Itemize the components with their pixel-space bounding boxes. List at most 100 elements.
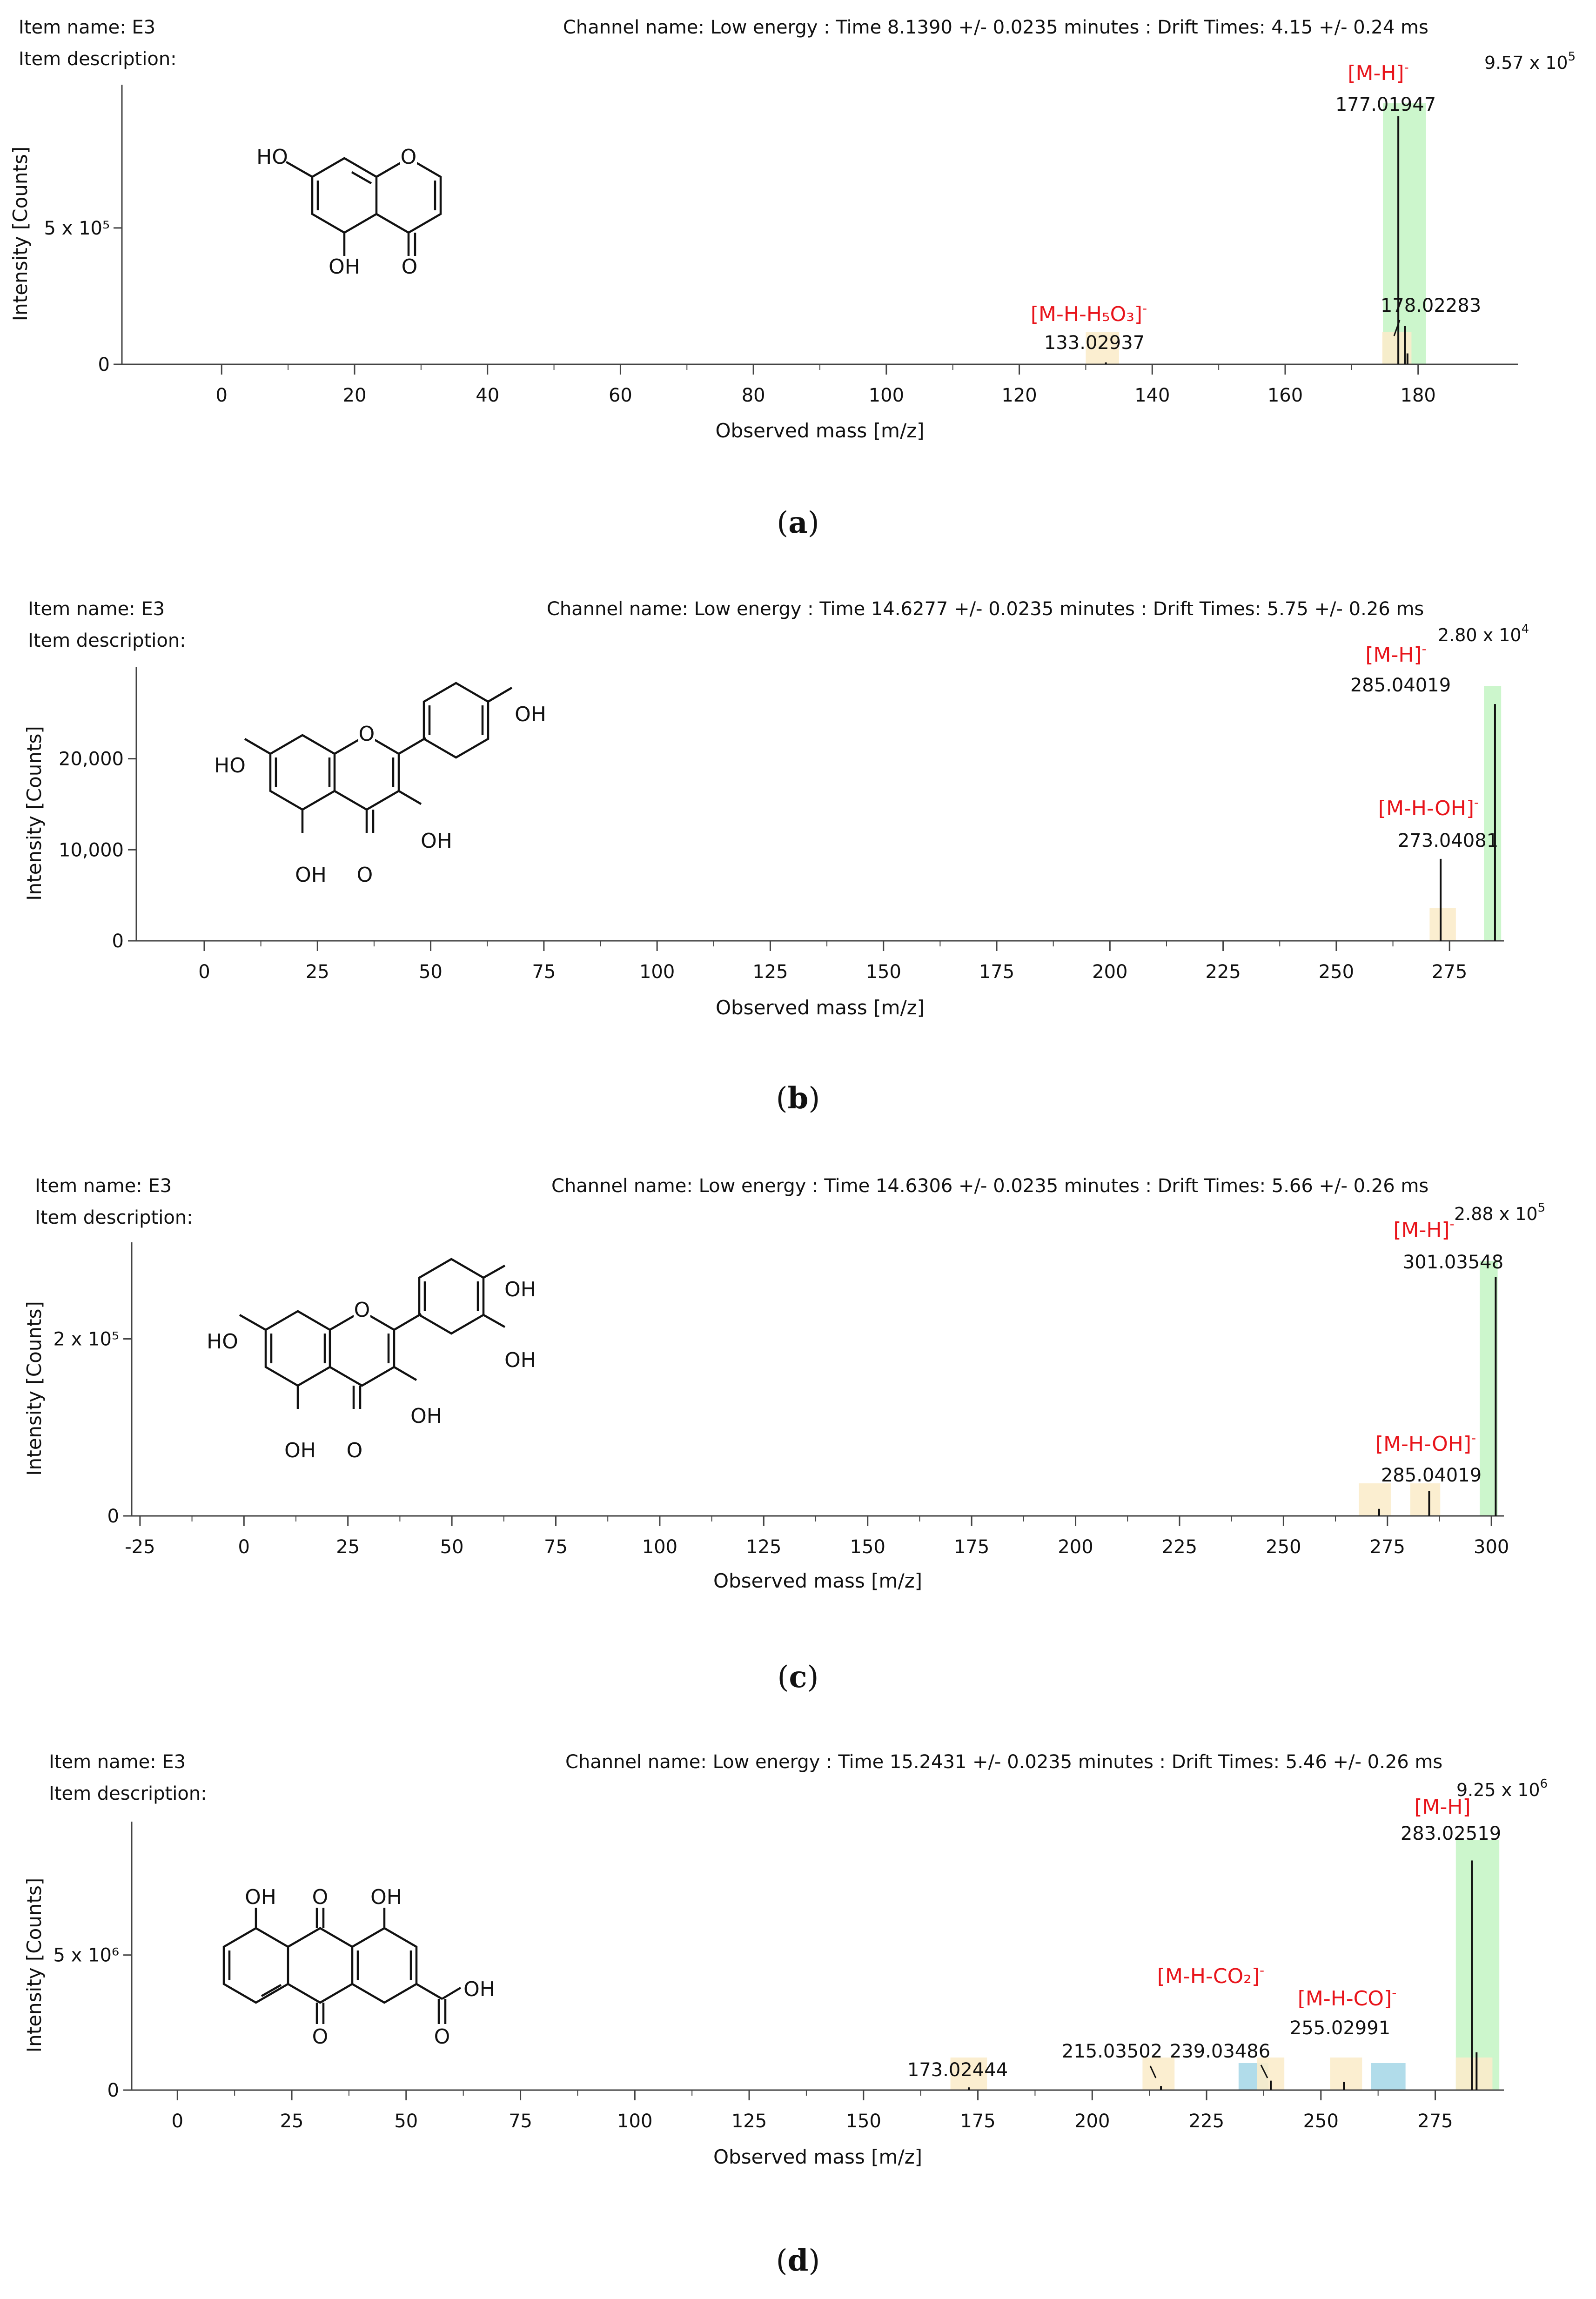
panel-caption: (d) <box>776 2243 820 2278</box>
ion-label: [M-H-CO₂]- <box>1157 1963 1264 1988</box>
ion-label: [M-H]- <box>1348 60 1408 85</box>
leader-line <box>1260 2064 1268 2078</box>
leader-line <box>1149 2065 1157 2078</box>
peak-highlight-green <box>1455 1840 1500 2090</box>
y-axis-title: Intensity [Counts] <box>23 1878 46 2053</box>
peak-mass-label: 255.02991 <box>1290 2017 1390 2039</box>
peak-mass-label: 239.03486 <box>1170 2041 1270 2062</box>
scale-label: 9.57 x 105 <box>1484 50 1576 73</box>
y-tick-label: 0 <box>107 2080 119 2101</box>
x-tick-label: 180 <box>1401 385 1436 406</box>
peak-highlight-beige <box>1142 2058 1175 2090</box>
molecule-structure: O HO OH O <box>256 145 442 279</box>
x-tick-label: 50 <box>440 1536 464 1558</box>
x-axis-title: Observed mass [m/z] <box>713 1569 922 1592</box>
y-tick-label: 0 <box>98 354 110 375</box>
item-name: Item name: E3 <box>19 17 155 38</box>
peak-highlight-beige <box>1086 332 1119 364</box>
spectrum-chart: 0 25 50 75 100 125 150 175 200 225 250 275 0 10,000 20… <box>23 667 1504 1019</box>
channel-info: Channel name: Low energy : Time 14.6306 … <box>551 1175 1428 1197</box>
keto-oxygen: O <box>312 1885 329 1909</box>
x-tick-label: 275 <box>1370 1536 1405 1558</box>
x-tick-label: 250 <box>1266 1536 1301 1558</box>
keto-oxygen: O <box>357 863 373 887</box>
item-description: Item description: <box>35 1207 193 1228</box>
x-tick-label: 160 <box>1267 385 1303 406</box>
molecule-structure: OH O OH O OH O <box>222 1885 495 2049</box>
peak-mass-label: 177.01947 <box>1335 94 1436 115</box>
leader-line <box>1393 320 1401 336</box>
hydroxyl-label: OH <box>284 1439 316 1462</box>
peak-mass-label: 285.04019 <box>1350 675 1451 696</box>
hydroxyl-label: OH <box>504 1278 536 1301</box>
x-tick-label: 175 <box>979 961 1014 983</box>
x-tick-label: 50 <box>394 2111 418 2132</box>
ion-label: [M-H] <box>1414 1795 1470 1819</box>
ring-oxygen: O <box>359 722 375 746</box>
item-description: Item description: <box>19 48 177 70</box>
hydroxyl-label: OH <box>295 863 327 887</box>
item-name: Item name: E3 <box>28 598 165 620</box>
y-tick-label: 5 x 10⁶ <box>54 1945 119 1966</box>
peak-highlight-green <box>1484 686 1502 941</box>
x-tick-label: 275 <box>1432 961 1467 983</box>
x-tick-label: 25 <box>336 1536 360 1558</box>
peak-mass-label: 283.02519 <box>1401 1823 1501 1844</box>
x-tick-label: -25 <box>125 1536 155 1558</box>
peak-highlight-beige <box>1410 1483 1441 1516</box>
peak-highlight-blue <box>1371 2063 1406 2090</box>
hydroxyl-label: HO <box>214 754 246 778</box>
keto-oxygen: O <box>402 255 418 279</box>
channel-info: Channel name: Low energy : Time 15.2431 … <box>565 1751 1442 1773</box>
x-tick-label: 300 <box>1474 1536 1509 1558</box>
panel-d: Item name: E3 Item description: Channel … <box>23 1751 1548 2278</box>
peak-highlight-beige <box>1429 908 1456 941</box>
ring-oxygen: O <box>354 1298 370 1322</box>
molecule-structure: O HO OH O OH OH OH <box>207 1258 536 1462</box>
panel-a: Item name: E3 Item description: Channel … <box>9 17 1576 540</box>
x-tick-label: 125 <box>731 2111 767 2132</box>
ion-label: [M-H-OH]- <box>1378 795 1479 820</box>
x-tick-label: 200 <box>1074 2111 1110 2132</box>
hydroxyl-label: OH <box>245 1885 276 1909</box>
hydroxyl-label: OH <box>515 703 546 726</box>
panel-caption: (b) <box>776 1081 820 1116</box>
hydroxyl-label: OH <box>370 1885 402 1909</box>
hydroxyl-label: OH <box>421 829 452 853</box>
channel-info: Channel name: Low energy : Time 8.1390 +… <box>563 17 1428 38</box>
x-tick-label: 125 <box>752 961 788 983</box>
panel-c: Item name: E3 Item description: Channel … <box>23 1175 1545 1695</box>
y-tick-label: 20,000 <box>59 749 124 770</box>
hydroxyl-label: OH <box>329 255 360 279</box>
peak-highlight-beige <box>950 2058 987 2090</box>
ion-label: [M-H]- <box>1393 1216 1454 1242</box>
peak-mass-label: 285.04019 <box>1381 1465 1482 1486</box>
hydroxyl-label: HO <box>207 1330 238 1354</box>
y-tick-label: 10,000 <box>59 839 124 861</box>
spectrum-chart: -25 0 25 50 75 100 125 150 175 200 225 250 275 300 0 2 … <box>23 1242 1509 1592</box>
ion-label: [M-H]- <box>1365 641 1426 667</box>
x-tick-label: 150 <box>846 2111 881 2132</box>
peak-mass-label: 173.02444 <box>907 2059 1008 2081</box>
peak-mass-label: 178.02283 <box>1381 295 1481 316</box>
peak-mass-label: 133.02937 <box>1044 332 1145 354</box>
x-tick-label: 250 <box>1303 2111 1339 2132</box>
carboxyl-oxygen: O <box>434 2025 450 2049</box>
x-tick-label: 100 <box>639 961 675 983</box>
peak-highlight-green <box>1480 1261 1498 1516</box>
x-tick-label: 100 <box>642 1536 677 1558</box>
x-tick-label: 100 <box>869 385 904 406</box>
x-tick-label: 25 <box>280 2111 304 2132</box>
y-tick-label: 2 x 10⁵ <box>54 1328 119 1350</box>
x-tick-label: 20 <box>343 385 367 406</box>
scale-label: 9.25 x 106 <box>1456 1777 1548 1800</box>
x-tick-label: 0 <box>238 1536 250 1558</box>
scale-label: 2.88 x 105 <box>1454 1201 1545 1224</box>
x-tick-label: 225 <box>1162 1536 1197 1558</box>
x-axis-title: Observed mass [m/z] <box>713 2145 922 2168</box>
ion-label: [M-H-OH]- <box>1375 1430 1476 1456</box>
y-axis-title: Intensity [Counts] <box>9 147 32 322</box>
x-axis-title: Observed mass [m/z] <box>716 996 925 1019</box>
hydroxyl-label: OH <box>410 1404 442 1428</box>
peak-mass-label: 273.04081 <box>1398 830 1498 851</box>
